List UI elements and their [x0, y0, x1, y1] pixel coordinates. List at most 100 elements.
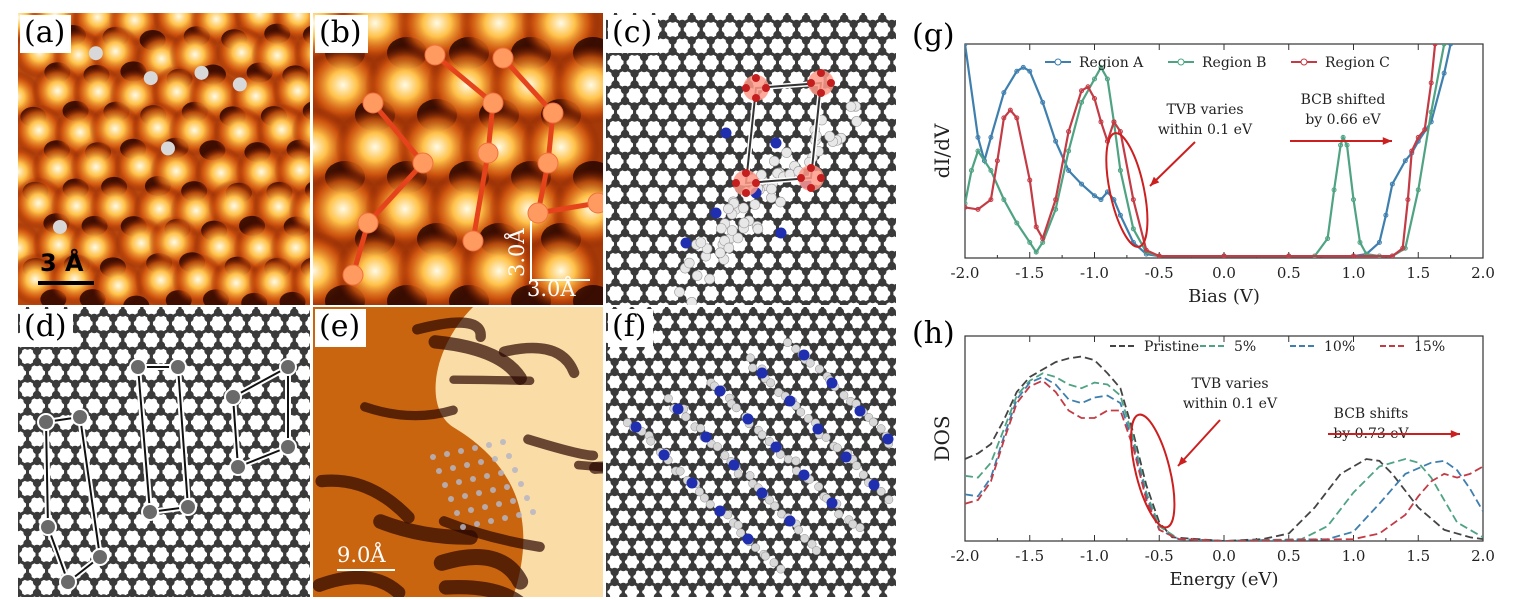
annotation-text: TVB varies [1166, 102, 1243, 118]
oxygen-atom [806, 164, 815, 173]
graphene-lattice [18, 307, 310, 597]
data-point [1130, 226, 1136, 232]
lattice-site [342, 264, 364, 286]
data-point [1441, 70, 1447, 76]
x-tick-label: 1.0 [1342, 547, 1366, 565]
lattice-bond [881, 580, 896, 597]
molecule-atom [496, 501, 502, 507]
data-point [1331, 187, 1337, 193]
data-point [1033, 224, 1039, 230]
molecule-atom [681, 412, 691, 422]
lattice-bond [103, 591, 124, 597]
data-point [1027, 68, 1033, 74]
lattice-model-c [606, 13, 896, 305]
molecule-atom [490, 487, 496, 493]
data-point [1428, 80, 1434, 86]
nitrogen-atom [784, 515, 796, 527]
molecule-atom [448, 496, 454, 502]
x-tick-label: 1.5 [1406, 264, 1430, 282]
nitrogen-atom [710, 207, 722, 219]
molecule-atom [868, 417, 878, 427]
data-point [1143, 247, 1149, 253]
lattice-site [743, 75, 769, 101]
data-point [1351, 253, 1356, 258]
data-point [1156, 253, 1162, 258]
lattice-site [179, 498, 197, 516]
lattice-atom [309, 397, 310, 404]
lattice-bond [606, 580, 625, 597]
lattice-site [169, 358, 187, 376]
stm-defect [194, 65, 209, 80]
molecule-atom [474, 521, 480, 527]
molecule-atom [738, 217, 750, 229]
lattice-site [224, 388, 242, 406]
molecule-atom [458, 448, 464, 454]
data-point [1007, 107, 1013, 113]
molecule-atom [812, 546, 821, 556]
molecule-atom [769, 155, 780, 167]
nitrogen-atom [812, 423, 824, 435]
molecule-atom [796, 407, 806, 417]
stm-bright-spot [521, 231, 601, 305]
nitrogen-atom [854, 405, 866, 417]
lattice-bond [217, 591, 238, 597]
molecule-atom [530, 509, 536, 515]
lattice-site [279, 358, 297, 376]
panel-e-stm-image: (e) 9.0Å [313, 307, 603, 597]
annotation-arrowhead [1150, 176, 1160, 186]
x-tick-label: -2.0 [951, 547, 980, 565]
lattice-bond [293, 591, 310, 597]
lattice-bond [880, 297, 896, 305]
panel-a-label: (a) [20, 15, 72, 53]
x-tick-label: 1.0 [1342, 264, 1366, 282]
stm-dark-stripe [373, 514, 478, 545]
lattice-bond [639, 580, 660, 597]
data-point [1415, 187, 1421, 193]
molecule-atom [488, 518, 494, 524]
lattice-bond [785, 297, 808, 305]
molecule-atom [695, 237, 707, 248]
x-tick-label: -1.0 [1080, 264, 1109, 282]
data-point [975, 148, 981, 154]
data-point [994, 158, 1000, 164]
data-point [1014, 115, 1020, 121]
molecule-atom [646, 436, 656, 446]
molecule-atom [876, 487, 886, 496]
legend-label: Pristine [1144, 339, 1199, 355]
lattice-bond [46, 591, 67, 597]
molecule-atom [450, 465, 456, 471]
data-point [965, 204, 968, 210]
chart-g: -2.0 -1.5 -1.0 -0.5 0.0 0.5 1.0 1.5 2.0 Bias (V) d… [930, 43, 1495, 306]
lattice-site [733, 170, 759, 196]
nitrogen-atom [882, 433, 894, 445]
oxygen-atom [752, 94, 761, 102]
lattice-bond [433, 53, 495, 105]
lattice-bond [84, 591, 105, 597]
molecule-atom [524, 495, 530, 501]
molecule-atom [748, 363, 758, 373]
legend-label: 15% [1414, 339, 1445, 355]
lattice-bond [823, 297, 846, 305]
stm-bright-spot [397, 231, 477, 305]
data-point [1344, 142, 1350, 148]
stm-defect [143, 71, 158, 86]
nitrogen-atom [770, 441, 782, 453]
molecule-atom [732, 232, 744, 244]
oxygen-atom [752, 179, 760, 187]
nitrogen-atom [826, 377, 838, 389]
lattice-model-f [606, 307, 896, 597]
molecule-atom [723, 203, 734, 215]
lattice-site [424, 44, 446, 66]
lattice-site [542, 102, 564, 124]
stm-dark-stripe [449, 375, 535, 386]
nitrogen-atom [658, 449, 670, 461]
molecule-atom [766, 378, 776, 388]
scale-bar-b-horizontal [530, 279, 590, 281]
lattice-site [141, 503, 159, 521]
molecule-atom [749, 199, 761, 210]
molecule-atom [800, 534, 810, 543]
data-point [1098, 197, 1104, 203]
stm-bright-spot [289, 256, 310, 305]
lattice-bond [27, 591, 47, 597]
molecule-atom [500, 439, 506, 445]
